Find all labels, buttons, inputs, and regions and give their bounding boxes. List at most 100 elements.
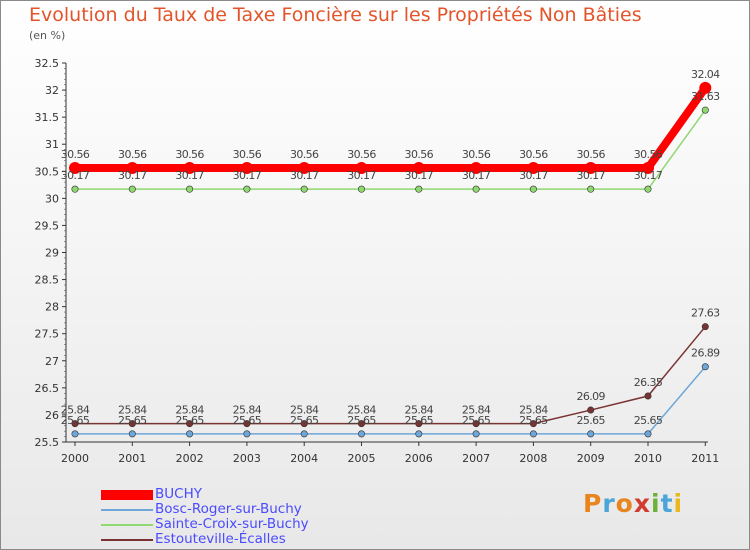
data-point: [126, 162, 139, 175]
data-label: 30.17: [634, 169, 663, 182]
data-label: 25.84: [175, 404, 204, 417]
y-tick-label: 26: [45, 409, 59, 422]
data-label: 30.17: [61, 169, 90, 182]
y-tick-label: 30: [45, 192, 59, 205]
data-label: 30.17: [290, 169, 319, 182]
data-point: [472, 430, 480, 438]
y-tick-label: 32.5: [35, 57, 60, 70]
data-label: 30.17: [519, 169, 548, 182]
data-point: [470, 162, 483, 175]
data-point: [472, 185, 480, 193]
data-label: 30.56: [576, 148, 605, 161]
y-tick-label: 28: [45, 301, 59, 314]
x-tick-label: 2010: [634, 452, 662, 465]
y-tick-label: 31: [45, 138, 59, 151]
data-label: 25.65: [347, 414, 376, 427]
x-tick-label: 2004: [290, 452, 318, 465]
data-point: [527, 162, 540, 175]
logo-letter: i: [673, 489, 684, 518]
legend-swatch: [101, 490, 153, 500]
data-label: 25.65: [405, 414, 434, 427]
x-tick-label: 2011: [691, 452, 719, 465]
data-label: 26.09: [576, 390, 605, 403]
y-tick-label: 27.5: [35, 328, 60, 341]
data-label: 25.84: [519, 404, 548, 417]
data-label: 25.84: [347, 404, 376, 417]
legend-label: Estouteville-Écalles: [155, 531, 286, 547]
data-label: 25.65: [175, 414, 204, 427]
data-point: [587, 406, 595, 414]
y-tick-label: 30.5: [35, 165, 60, 178]
chart-title: Evolution du Taux de Taxe Foncière sur l…: [29, 4, 642, 26]
data-label: 30.17: [347, 169, 376, 182]
data-label: 30.17: [118, 169, 147, 182]
data-point: [186, 430, 194, 438]
data-point: [412, 162, 425, 175]
data-label: 25.84: [118, 404, 147, 417]
proxiti-logo: Proxiti: [583, 489, 683, 518]
data-label: 30.56: [118, 148, 147, 161]
data-label: 30.56: [233, 148, 262, 161]
data-label: 26.89: [691, 347, 720, 360]
logo-letter: r: [602, 489, 616, 518]
logo-letter: i: [651, 489, 661, 518]
series-line-3: [75, 326, 706, 425]
legend-swatch: [101, 524, 153, 526]
y-tick-label: 25.5: [35, 436, 60, 449]
x-tick-label: 2005: [348, 452, 376, 465]
data-point: [472, 420, 480, 428]
data-point: [71, 185, 79, 193]
data-point: [128, 430, 136, 438]
y-tick-label: 28.5: [35, 274, 60, 287]
y-tick-label: 32: [45, 84, 59, 97]
x-tick-label: 2008: [519, 452, 547, 465]
data-label: 30.56: [634, 148, 663, 161]
data-point: [243, 185, 251, 193]
data-point: [642, 162, 654, 175]
data-label: 25.65: [634, 414, 663, 427]
data-point: [644, 392, 652, 400]
data-label: 30.17: [462, 169, 491, 182]
data-point: [644, 185, 652, 193]
data-point: [701, 323, 709, 331]
data-label: 25.65: [61, 414, 90, 427]
data-label: 30.56: [405, 148, 434, 161]
series-line-0: [75, 85, 709, 173]
x-tick-label: 2002: [176, 452, 204, 465]
legend-label: Sainte-Croix-sur-Buchy: [155, 516, 309, 532]
x-tick-label: 2003: [233, 452, 261, 465]
y-tick-label: 26.5: [35, 382, 60, 395]
data-label: 25.65: [576, 414, 605, 427]
data-label: 27.63: [691, 307, 720, 320]
logo-letter: x: [633, 489, 651, 518]
data-point: [587, 430, 595, 438]
data-point: [415, 430, 423, 438]
data-point: [298, 162, 311, 175]
data-point: [644, 430, 652, 438]
legend-swatch: [101, 539, 153, 541]
data-point: [128, 420, 136, 428]
data-label: 25.84: [61, 404, 90, 417]
data-point: [355, 162, 368, 175]
data-point: [415, 185, 423, 193]
y-tick-label: 31.5: [35, 111, 60, 124]
data-label: 30.56: [519, 148, 548, 161]
data-label: 25.84: [290, 404, 319, 417]
data-label: 30.56: [462, 148, 491, 161]
data-point: [69, 162, 81, 175]
data-label: 25.65: [462, 414, 491, 427]
data-point: [243, 420, 251, 428]
data-point: [357, 185, 365, 193]
y-tick-label: 29.5: [35, 219, 60, 232]
data-point: [71, 420, 79, 428]
chart-subtitle: (en %): [29, 29, 66, 42]
data-label: 26.35: [634, 376, 663, 389]
data-point: [584, 162, 597, 175]
data-label: 30.17: [576, 169, 605, 182]
logo-letter: o: [615, 489, 634, 518]
x-tick-label: 2006: [405, 452, 433, 465]
data-point: [128, 185, 136, 193]
data-point: [357, 420, 365, 428]
data-point: [701, 363, 709, 371]
